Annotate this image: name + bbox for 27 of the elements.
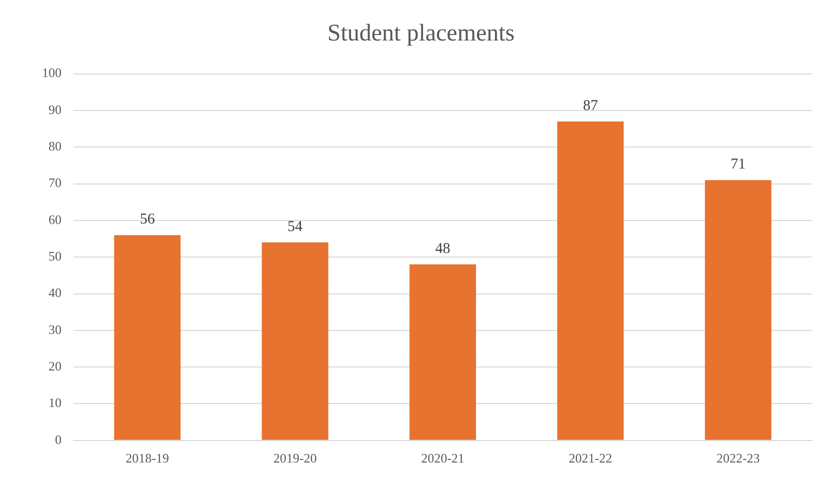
bar (557, 121, 624, 440)
y-tick-label: 20 (48, 358, 62, 374)
y-tick-label: 10 (48, 395, 62, 410)
y-tick-label: 60 (48, 212, 62, 227)
y-tick-label: 0 (55, 432, 62, 447)
y-tick-label: 40 (48, 285, 62, 300)
bar (410, 264, 476, 440)
y-tick-label: 100 (42, 65, 62, 80)
x-tick-label: 2018-19 (126, 450, 170, 466)
y-tick-label: 80 (48, 138, 62, 154)
x-tick-label: 2022-23 (716, 450, 760, 466)
bar (114, 235, 181, 440)
data-label: 71 (730, 156, 746, 173)
data-label: 48 (435, 240, 450, 257)
x-tick-label: 2021-22 (568, 450, 612, 466)
data-label: 87 (582, 98, 598, 114)
y-tick-label: 70 (48, 175, 62, 190)
y-tick-label: 50 (48, 248, 62, 264)
y-tick-label: 30 (48, 322, 62, 337)
bar (704, 180, 772, 440)
x-tick-label: 2019-20 (273, 450, 317, 466)
data-label: 54 (288, 218, 304, 235)
y-tick-label: 90 (48, 102, 62, 117)
chart-title: Student placements (327, 20, 515, 47)
bar (262, 242, 328, 440)
data-label: 56 (140, 212, 156, 228)
x-tick-label: 2020-21 (421, 450, 464, 466)
